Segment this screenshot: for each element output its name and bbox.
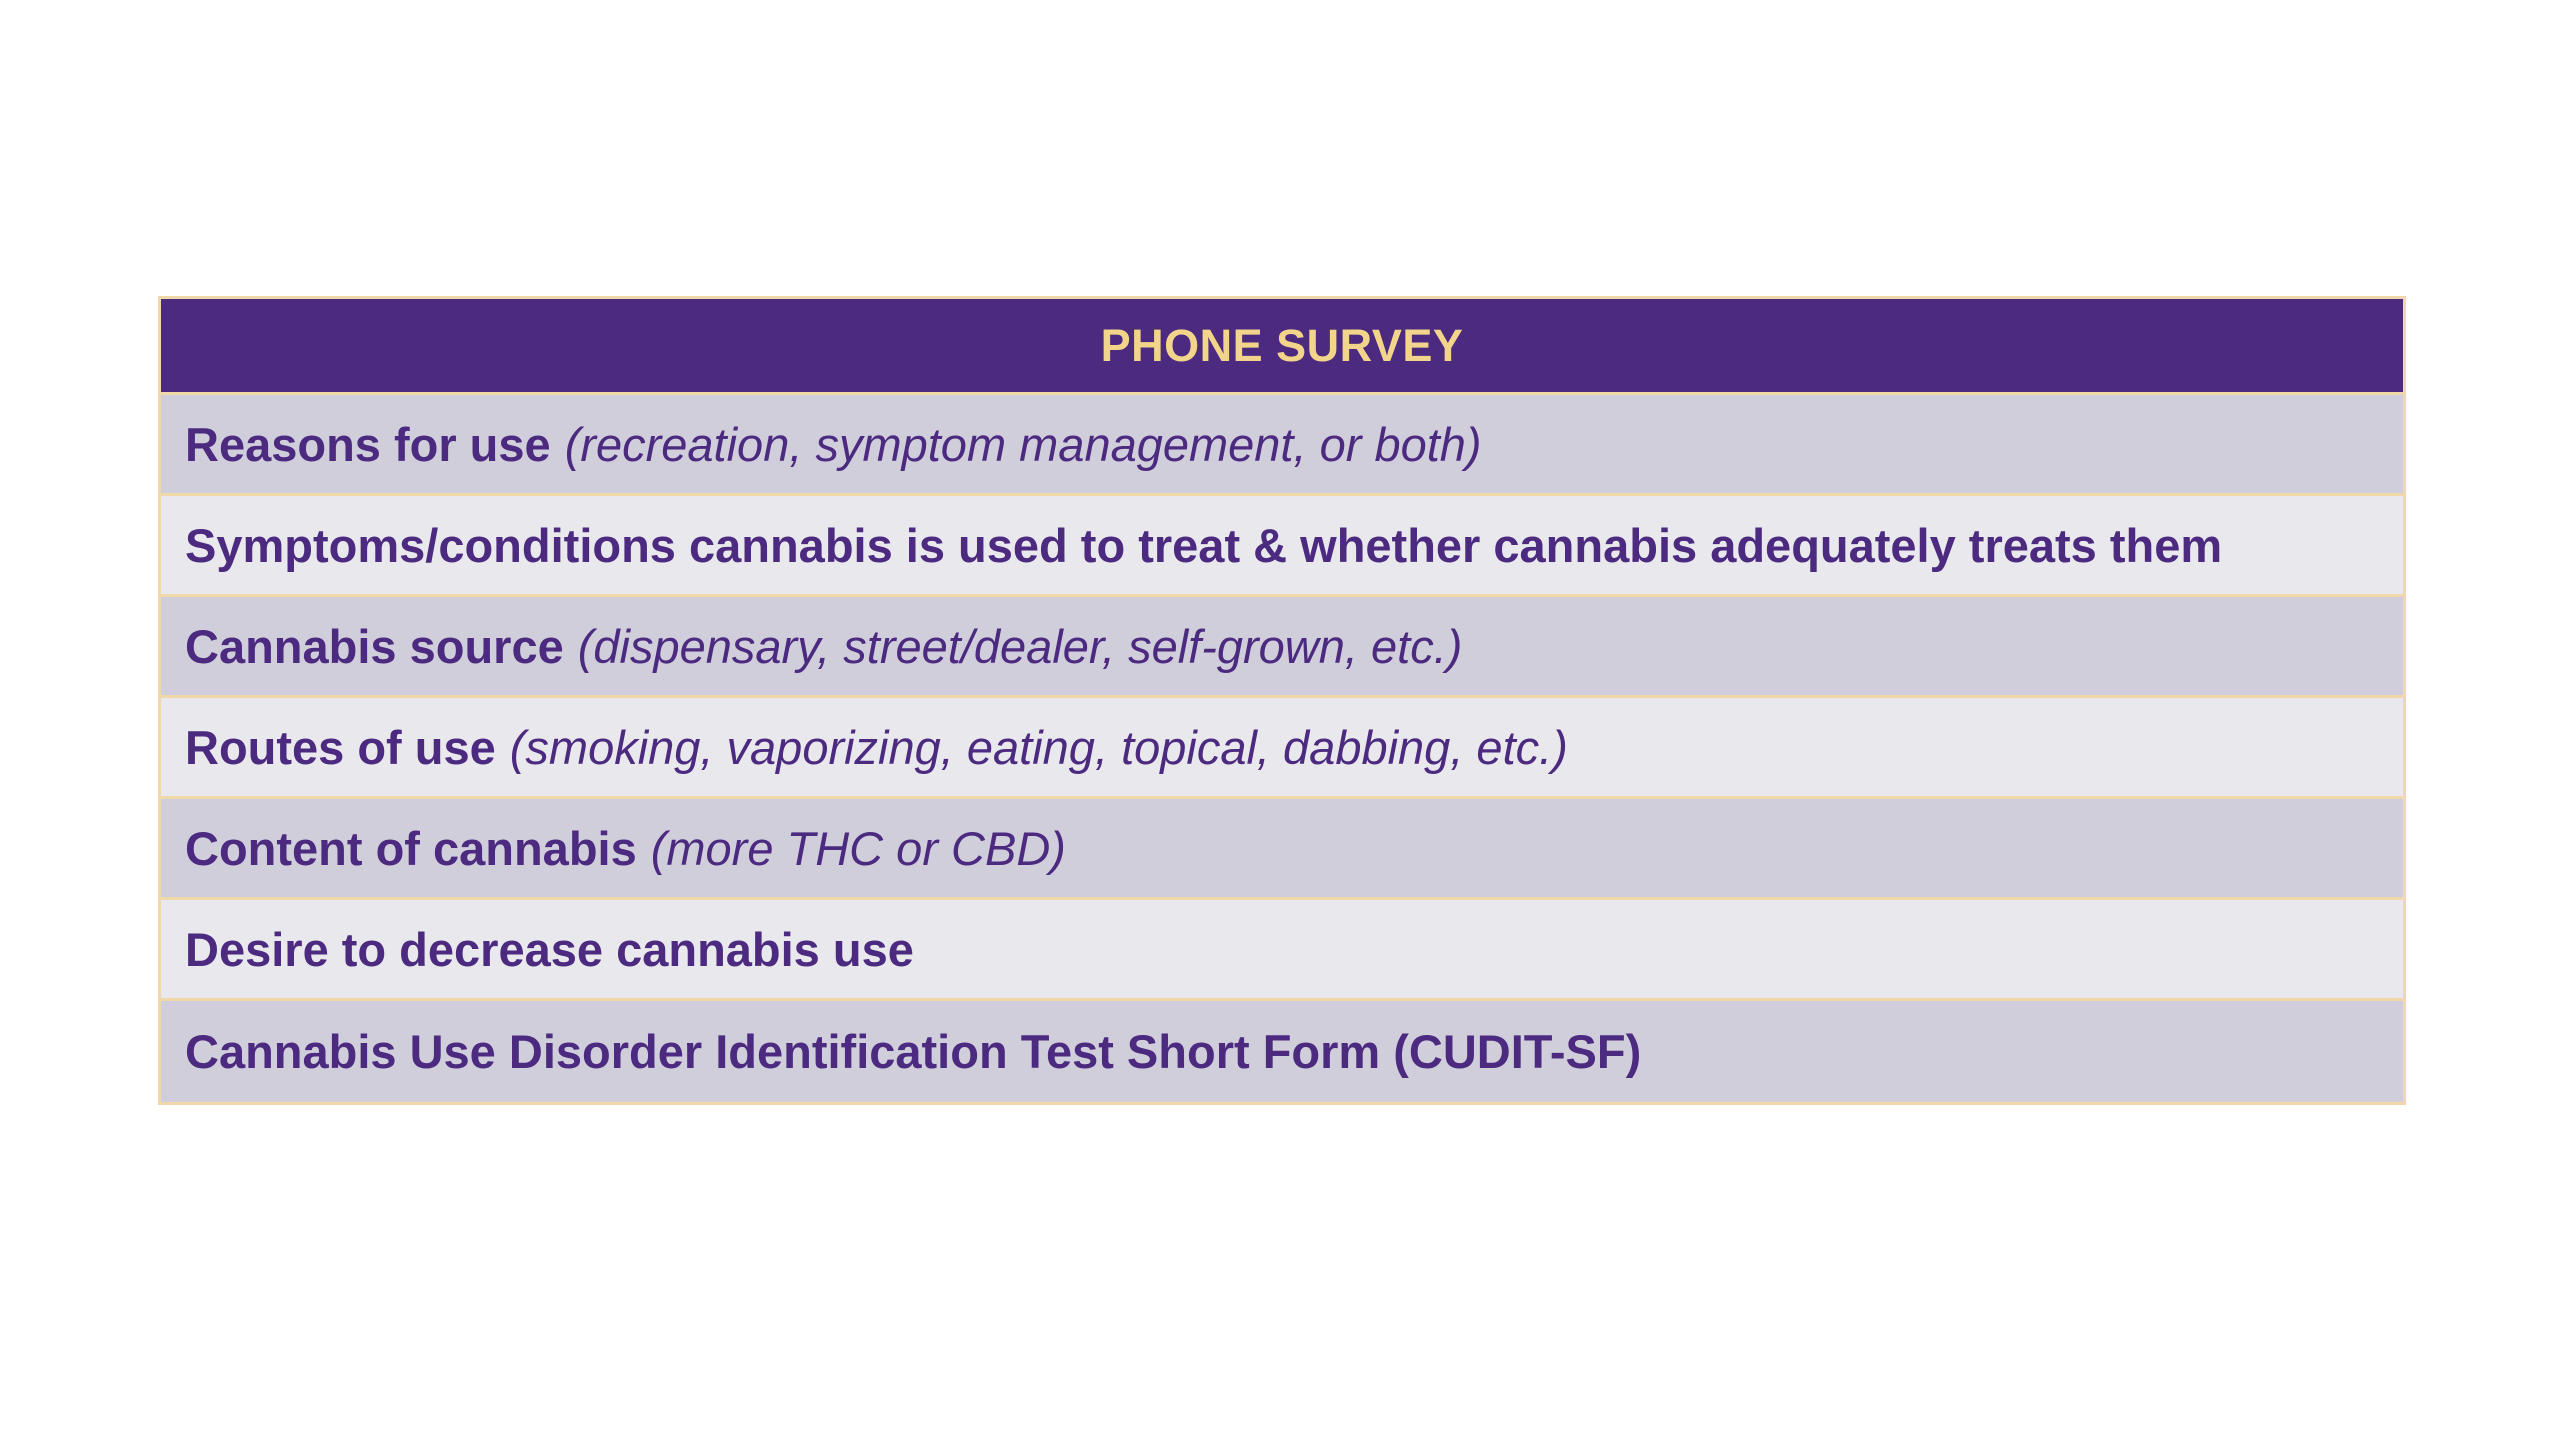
table-row-desire-to-decrease: Desire to decrease cannabis use bbox=[161, 900, 2403, 1001]
table-title: PHONE SURVEY bbox=[1100, 319, 1464, 371]
table-row-cannabis-source: Cannabis source (dispensary, street/deal… bbox=[161, 597, 2403, 698]
row-label: Cannabis source bbox=[185, 619, 564, 673]
table-row-reasons-for-use: Reasons for use (recreation, symptom man… bbox=[161, 395, 2403, 496]
table-row-content-of-cannabis: Content of cannabis (more THC or CBD) bbox=[161, 799, 2403, 900]
row-label: Routes of use bbox=[185, 720, 496, 774]
row-label: Symptoms/conditions cannabis is used to … bbox=[185, 518, 2223, 572]
row-label: Cannabis Use Disorder Identification Tes… bbox=[185, 1025, 1642, 1078]
table-row-symptoms-conditions: Symptoms/conditions cannabis is used to … bbox=[161, 496, 2403, 597]
row-detail: (more THC or CBD) bbox=[650, 821, 1066, 875]
row-label: Reasons for use bbox=[185, 417, 551, 471]
row-label: Content of cannabis bbox=[185, 821, 637, 875]
row-detail: (dispensary, street/dealer, self-grown, … bbox=[577, 619, 1463, 673]
row-label: Desire to decrease cannabis use bbox=[185, 922, 914, 976]
table-row-routes-of-use: Routes of use (smoking, vaporizing, eati… bbox=[161, 698, 2403, 799]
row-detail: (recreation, symptom management, or both… bbox=[564, 417, 1482, 471]
phone-survey-table: PHONE SURVEY Reasons for use (recreation… bbox=[158, 296, 2406, 1105]
row-detail: (smoking, vaporizing, eating, topical, d… bbox=[509, 720, 1568, 774]
table-row-cudit-sf: Cannabis Use Disorder Identification Tes… bbox=[161, 1001, 2403, 1102]
table-header: PHONE SURVEY bbox=[161, 299, 2403, 395]
